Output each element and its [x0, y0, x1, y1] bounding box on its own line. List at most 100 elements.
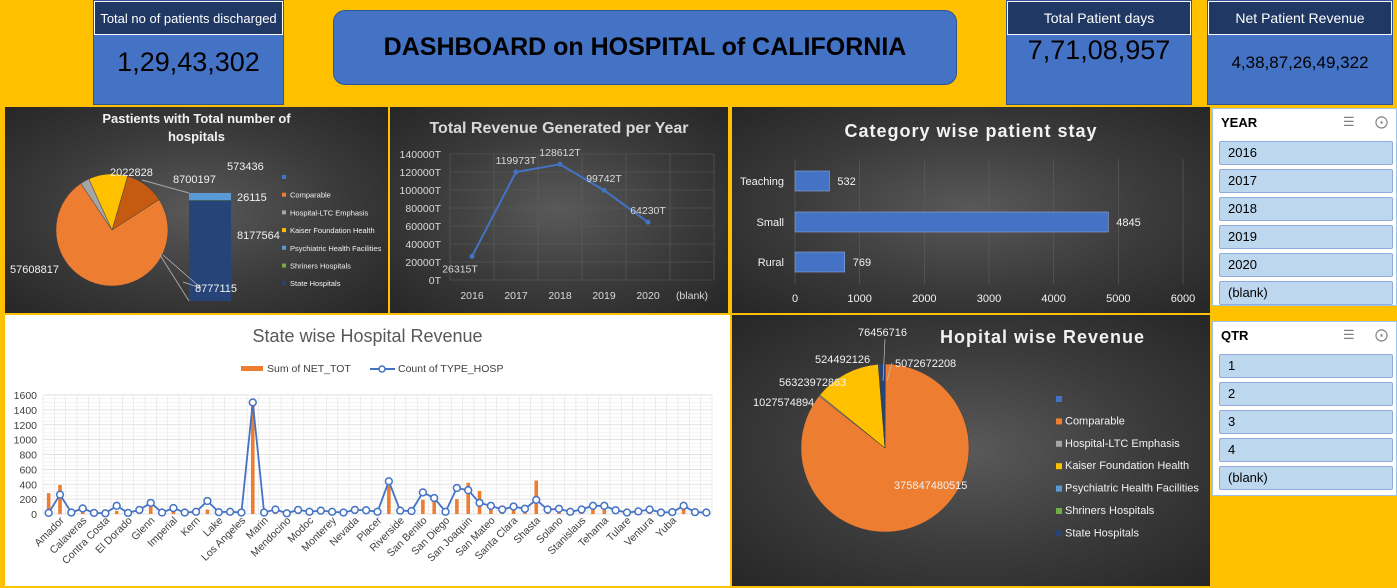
- bar: [148, 506, 153, 514]
- slicer-item[interactable]: 2018: [1219, 197, 1393, 221]
- data-point: [191, 507, 201, 516]
- multi-select-icon[interactable]: ☰: [1343, 114, 1355, 129]
- data-point: [645, 505, 654, 514]
- legend-label: Psychiatric Health Facilities: [1065, 483, 1199, 495]
- revenue-line-title: Total Revenue Generated per Year: [429, 120, 689, 137]
- data-point: [305, 507, 314, 516]
- data-point: [513, 169, 519, 175]
- legend-label: Hospital-LTC Emphasis: [1065, 438, 1180, 450]
- data-label: 26315T: [442, 263, 478, 275]
- data-point: [475, 498, 484, 507]
- leader-line: [882, 338, 886, 382]
- y-tick-label: 600: [19, 464, 37, 476]
- bar: [794, 211, 1109, 233]
- slicer-item[interactable]: 2017: [1219, 169, 1393, 193]
- bar: [466, 482, 471, 514]
- data-point: [601, 187, 607, 193]
- leader-line: [182, 281, 202, 289]
- slicer-item[interactable]: 2019: [1219, 225, 1393, 249]
- data-label: 57608817: [10, 264, 59, 276]
- data-label: 2022828: [110, 167, 153, 179]
- data-point: [293, 505, 303, 515]
- x-tick-label: 6000: [1171, 293, 1195, 305]
- data-point: [101, 509, 110, 518]
- data-label: 128612T: [539, 147, 581, 159]
- data-point: [259, 508, 269, 517]
- data-point: [123, 508, 133, 518]
- hospital-pie-panel: Hopital wise Revenue 375847480515 1027574…: [732, 315, 1210, 586]
- data-point: [157, 508, 167, 517]
- slicer-item[interactable]: 2: [1219, 382, 1393, 406]
- kpi-net-revenue-label: Net Patient Revenue: [1208, 1, 1392, 35]
- data-point: [271, 505, 280, 514]
- clear-filter-icon[interactable]: ⨀: [1375, 114, 1388, 129]
- bar: [432, 501, 436, 514]
- data-point: [384, 477, 393, 486]
- x-tick-label: Kern: [179, 515, 203, 539]
- data-point: [169, 503, 178, 513]
- state-combo-panel: State wise Hospital Revenue Sum of NET_T…: [5, 315, 730, 586]
- kpi-discharged-label: Total no of patients discharged: [94, 1, 283, 35]
- slicer-item[interactable]: 2016: [1219, 141, 1393, 165]
- data-point: [225, 507, 235, 516]
- slicer-item[interactable]: (blank): [1219, 281, 1393, 305]
- slicer-item[interactable]: 2020: [1219, 253, 1393, 277]
- data-point: [679, 501, 688, 510]
- slicer-item[interactable]: 3: [1219, 410, 1393, 434]
- data-label: 532: [837, 176, 855, 188]
- y-tick-label: 1200: [14, 420, 38, 432]
- patients-pie-title: Pastients with Total number of hospitals: [102, 111, 291, 144]
- data-point: [327, 507, 337, 516]
- pie-slice: [819, 364, 886, 449]
- legend-swatch: [1056, 463, 1062, 470]
- data-label: 5072672208: [895, 358, 956, 370]
- data-point: [135, 505, 144, 515]
- state-combo-title: State wise Hospital Revenue: [252, 326, 483, 346]
- series-line: [47, 402, 707, 515]
- data-point: [622, 508, 632, 517]
- slicer-item[interactable]: 4: [1219, 438, 1393, 462]
- y-tick-label: 100000T: [400, 185, 442, 197]
- legend-label: Comparable: [290, 191, 331, 200]
- legend-swatch: [282, 228, 286, 233]
- data-point: [418, 488, 428, 497]
- hospital-pie-chart: 375847480515 1027574894 56323972863 5244921…: [753, 327, 1199, 539]
- data-point: [316, 506, 325, 515]
- y-tick-label: 0T: [429, 275, 442, 287]
- data-label: 8177564: [237, 230, 280, 242]
- dashboard-title: DASHBOARD on HOSPITAL of CALIFORNIA: [333, 10, 957, 85]
- slicer-item[interactable]: 1: [1219, 354, 1393, 378]
- y-tick-label: 120000T: [400, 167, 442, 179]
- data-point: [690, 507, 700, 517]
- category-bar-panel: Category wise patient stay 0 1000 2000 3000…: [732, 107, 1210, 313]
- legend-label: Shriners Hospitals: [290, 262, 351, 271]
- data-point: [509, 502, 518, 511]
- legend-swatch: [282, 210, 286, 215]
- pie-slice: [879, 363, 886, 449]
- data-point: [248, 398, 257, 407]
- bar: [58, 484, 62, 514]
- pie-slice: [55, 183, 169, 287]
- data-point: [520, 504, 530, 513]
- data-point: [557, 161, 563, 167]
- slicer-item[interactable]: (blank): [1219, 466, 1393, 490]
- legend-label: State Hospitals: [290, 279, 341, 288]
- kpi-discharged-value: 1,29,43,302: [117, 47, 260, 77]
- clear-filter-icon[interactable]: ⨀: [1375, 327, 1388, 342]
- legend-label: State Hospitals: [1065, 527, 1139, 539]
- y-tick-label: 40000T: [405, 239, 441, 251]
- hospital-pie-title: Hopital wise Revenue: [940, 327, 1146, 347]
- y-tick-label: 1000: [14, 435, 38, 447]
- connector-line: [159, 254, 190, 302]
- y-tick-label: 400: [19, 479, 37, 491]
- qtr-slicer: QTR ☰ ⨀ 1 2 3 4 (blank): [1212, 321, 1397, 496]
- y-tick-label: 20000T: [405, 257, 441, 269]
- data-point: [214, 507, 223, 517]
- data-point: [203, 496, 212, 506]
- legend-swatch: [241, 366, 263, 371]
- x-tick-label: 1000: [847, 293, 871, 305]
- patients-pie-panel: Pastients with Total number of hospitals…: [5, 107, 388, 313]
- data-label: 99742T: [586, 173, 622, 185]
- data-point: [668, 507, 677, 517]
- multi-select-icon[interactable]: ☰: [1343, 327, 1355, 342]
